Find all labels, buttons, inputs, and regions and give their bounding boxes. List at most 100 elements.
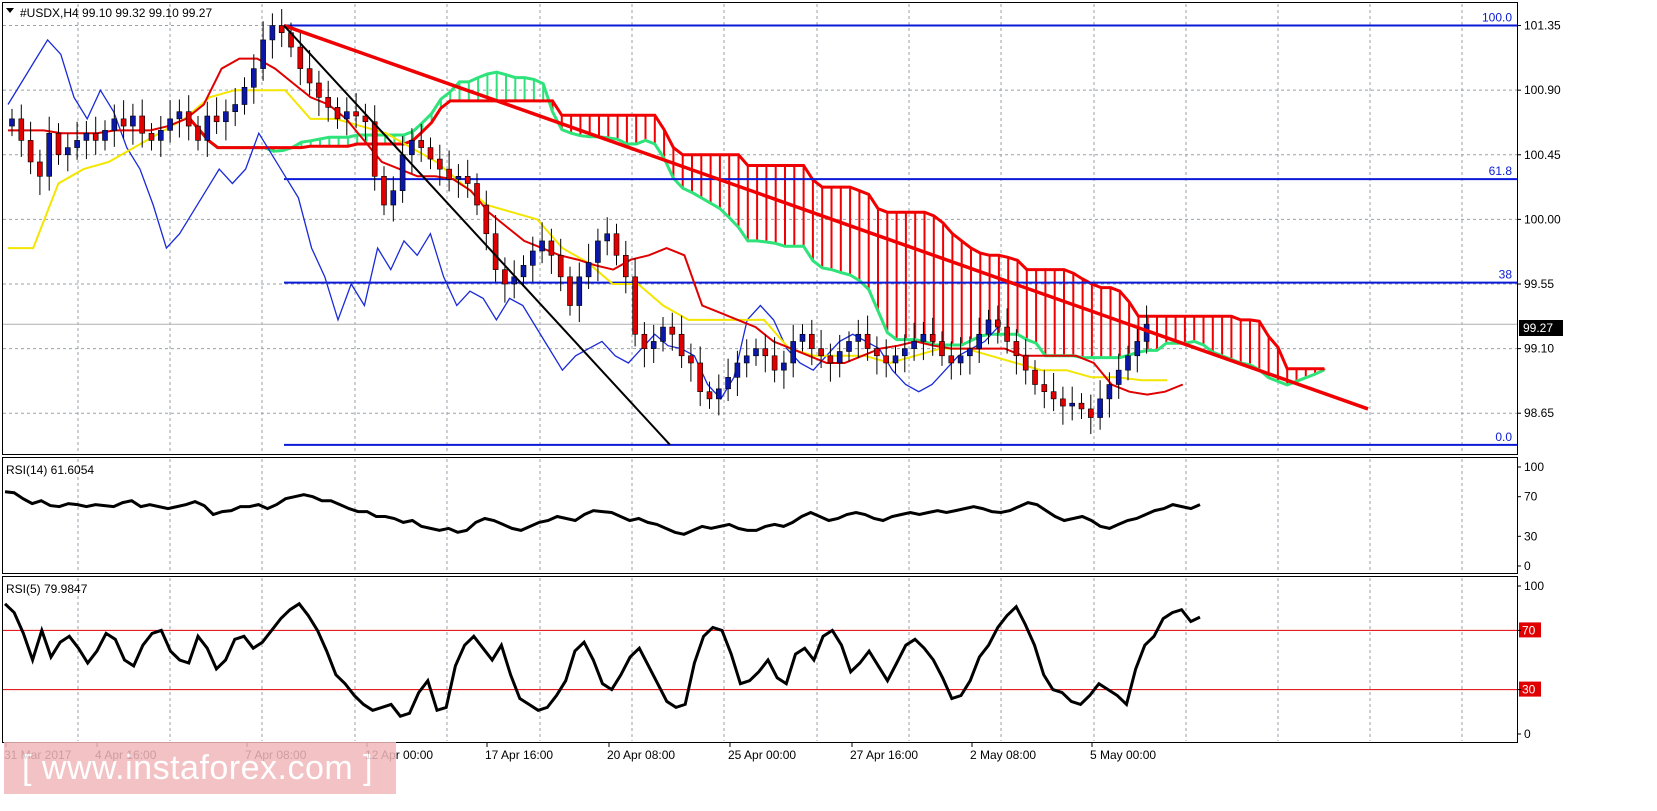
candle-body — [678, 333, 685, 357]
candle-body — [901, 348, 908, 357]
candle-body — [632, 276, 638, 335]
candle-body — [1125, 355, 1131, 371]
candle-body — [874, 348, 880, 357]
fib-level-label: 61.8 — [1489, 164, 1513, 178]
rsi14-axis-label: 100 — [1524, 460, 1544, 474]
candle-body — [734, 362, 741, 378]
candle-body — [892, 355, 899, 364]
candle-body — [223, 111, 229, 123]
candle-body — [102, 130, 108, 141]
candle-body — [939, 341, 945, 357]
candle-body — [436, 158, 443, 170]
rsi5-level-badge — [1519, 622, 1541, 638]
candle-body — [37, 161, 43, 177]
candle-body — [139, 115, 145, 134]
candle-body — [669, 326, 676, 335]
rsi5-level-label: 70 — [1522, 623, 1536, 637]
candle-body — [1004, 326, 1010, 342]
candle-body — [529, 250, 536, 266]
price-axis-label: 99.55 — [1524, 277, 1554, 291]
price-axis-label: 99.10 — [1524, 342, 1554, 356]
candle-body — [715, 388, 722, 400]
candle-body — [65, 147, 71, 156]
rsi5-title: RSI(5) 79.9847 — [6, 582, 88, 596]
fib-level-label: 0.0 — [1495, 430, 1512, 444]
candle-body — [985, 319, 992, 335]
candle-body — [567, 276, 573, 306]
rsi5-line — [3, 601, 1201, 718]
trend-lines — [283, 23, 1369, 446]
candle-body — [771, 355, 778, 371]
candle-body — [334, 107, 341, 120]
candle-body — [1013, 341, 1020, 357]
candle-body — [827, 355, 834, 364]
candle-body — [130, 115, 136, 127]
candle-body — [725, 377, 731, 390]
candle-body — [557, 254, 564, 278]
candle-body — [260, 39, 266, 69]
price-axis-label: 98.65 — [1524, 406, 1554, 420]
time-axis-label: 27 Apr 16:00 — [850, 748, 918, 762]
candle-body — [836, 351, 843, 364]
time-axis-label: 17 Apr 16:00 — [485, 748, 553, 762]
time-axis-label: 20 Apr 08:00 — [607, 748, 675, 762]
candle-body — [929, 333, 936, 342]
candle-body — [1088, 408, 1094, 418]
candle-body — [957, 355, 964, 364]
candle-body — [976, 333, 983, 349]
candle-body — [195, 125, 201, 141]
candle-body — [232, 104, 238, 112]
last-price-label: 99.27 — [1523, 321, 1553, 335]
chikou-span-line — [7, 38, 999, 400]
candle-body — [808, 333, 815, 349]
candle-body — [492, 233, 499, 270]
candle-body — [27, 140, 34, 163]
candle-body — [539, 240, 545, 252]
candle-body — [362, 115, 369, 123]
last-price-badge — [1519, 320, 1563, 336]
candle-body — [92, 132, 99, 141]
candle-body — [762, 348, 769, 357]
candle-body — [18, 118, 25, 141]
candle-body — [474, 183, 480, 206]
candle-body — [622, 254, 629, 278]
black-trend-line — [283, 24, 671, 446]
candle-body — [1050, 391, 1057, 400]
candle-body — [464, 176, 471, 184]
candle-body — [883, 355, 890, 364]
red-trend-line — [283, 23, 1369, 411]
candle-body — [483, 204, 490, 235]
candle-body — [1097, 398, 1103, 418]
candle-body — [55, 132, 62, 156]
candle-body — [353, 111, 359, 117]
candle-body — [502, 269, 508, 285]
candle-body — [1032, 369, 1038, 385]
candle-body — [688, 355, 694, 364]
candle-body — [994, 319, 1001, 328]
candle-body — [613, 233, 620, 256]
candle-body — [743, 355, 750, 364]
candle-body — [1134, 341, 1141, 357]
candle-body — [520, 265, 527, 278]
candle-body — [381, 176, 387, 206]
rsi14-axis-label: 70 — [1524, 490, 1538, 504]
fib-level-label: 38 — [1499, 268, 1513, 282]
rsi14-series — [4, 490, 1201, 536]
candle-body — [753, 348, 759, 357]
candle-body — [920, 333, 927, 342]
rsi14-line — [4, 490, 1201, 536]
grid — [3, 4, 1517, 741]
candle-body — [213, 115, 220, 123]
rsi14-axis-label: 30 — [1524, 529, 1538, 543]
rsi5-axis-label: 100 — [1524, 579, 1544, 593]
candle-body — [1106, 384, 1113, 400]
candle-body — [967, 348, 973, 357]
rsi5-level-badge — [1519, 681, 1541, 697]
candle-body — [604, 233, 611, 242]
candle-body — [316, 82, 322, 98]
candle-body — [855, 333, 862, 342]
menu-triangle-icon[interactable] — [6, 8, 14, 13]
rsi5-series: 70 30 — [3, 601, 1541, 718]
candle-body — [427, 147, 434, 160]
rsi14-axis-label: 0 — [1524, 559, 1531, 573]
